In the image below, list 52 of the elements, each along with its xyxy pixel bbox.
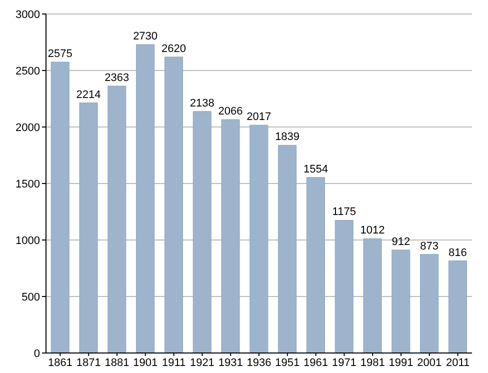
data-label: 2138 — [190, 97, 214, 110]
x-tick-label: 1861 — [48, 356, 72, 369]
data-label: 2363 — [104, 72, 130, 84]
x-tick-label: 1981 — [360, 356, 385, 369]
x-tick-label: 1991 — [388, 356, 414, 369]
x-tick-label: 1961 — [304, 356, 328, 369]
data-label: 1554 — [303, 163, 328, 176]
x-tick-label: 1936 — [246, 356, 272, 369]
bar — [136, 44, 155, 353]
data-label: 873 — [420, 240, 438, 252]
data-label: 2066 — [218, 106, 243, 118]
y-tick-label: 0 — [34, 348, 40, 360]
y-tick-label: 500 — [22, 291, 40, 304]
bar — [420, 254, 439, 353]
data-label: 1839 — [275, 131, 300, 144]
bar — [448, 260, 467, 353]
x-tick-label: 1921 — [190, 356, 214, 369]
x-tick-label: 1881 — [104, 356, 130, 369]
x-tick-label: 1971 — [332, 356, 356, 369]
x-tick-label: 1911 — [162, 356, 186, 369]
data-label: 816 — [448, 246, 467, 259]
bar — [221, 119, 240, 353]
x-tick-label: 2011 — [446, 356, 470, 369]
bar — [278, 144, 297, 353]
bar — [50, 62, 70, 353]
bar — [79, 102, 98, 353]
data-label: 912 — [392, 236, 410, 248]
bar — [164, 56, 183, 353]
y-tick-label: 1000 — [16, 234, 40, 247]
y-tick-label: 2500 — [16, 65, 40, 78]
bar — [363, 238, 382, 353]
bar — [108, 86, 126, 353]
x-tick-label: 1931 — [218, 356, 243, 369]
data-label: 2730 — [133, 30, 158, 43]
y-tick-label: 3000 — [16, 8, 40, 21]
bar — [392, 250, 410, 353]
x-tick-label: 1901 — [133, 356, 158, 369]
bar — [306, 177, 325, 353]
x-tick-label: 1871 — [76, 356, 101, 369]
data-label: 2017 — [246, 111, 272, 124]
data-label: 2620 — [161, 42, 186, 55]
x-tick-label: 1951 — [275, 356, 300, 369]
x-tick-label: 2001 — [417, 356, 442, 369]
bar — [250, 124, 268, 353]
bar — [192, 111, 212, 353]
bar — [334, 220, 354, 353]
data-label: 2214 — [76, 88, 101, 101]
data-label: 2575 — [48, 48, 72, 60]
data-label: 1012 — [360, 224, 385, 237]
y-tick-label: 1500 — [16, 178, 40, 190]
data-label: 1175 — [332, 206, 356, 218]
y-tick-label: 2000 — [16, 122, 40, 134]
